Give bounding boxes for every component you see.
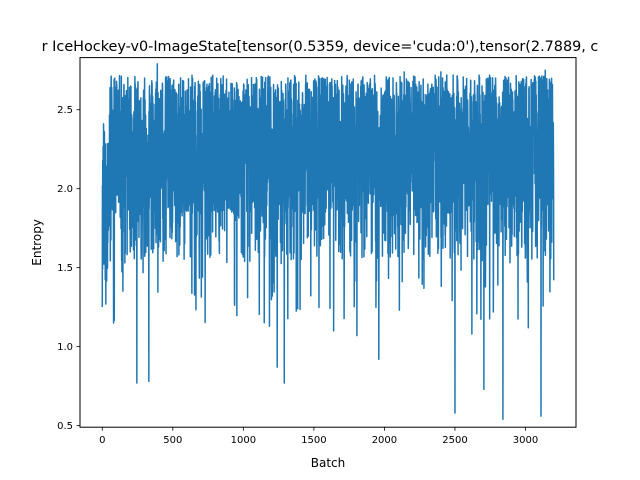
y-tick-label: 2.0 [57,184,73,195]
entropy-series-line [101,63,555,421]
x-tick-label: 500 [163,435,182,446]
x-tick-label: 2000 [372,435,397,446]
y-tick-label: 1.5 [57,263,73,274]
x-tick-label: 1000 [231,435,256,446]
x-axis-label: Batch [311,456,346,470]
plot-area [101,63,555,421]
axes-frame [79,57,577,428]
x-axis: 0 500 1000 1500 2000 2500 3000 [99,427,538,446]
y-tick-label: 2.5 [57,105,73,116]
x-tick-label: 2500 [442,435,467,446]
y-tick-label: 1.0 [57,342,73,353]
y-tick-label: 0.5 [57,421,73,432]
x-tick-label: 0 [99,435,105,446]
chart-title: r IceHockey-v0-ImageState[tensor(0.5359,… [42,39,599,55]
x-tick-label: 1500 [301,435,326,446]
x-tick-label: 3000 [513,435,538,446]
y-axis-label: Entropy [30,219,44,266]
y-axis: 0.5 1.0 1.5 2.0 2.5 [57,105,80,432]
